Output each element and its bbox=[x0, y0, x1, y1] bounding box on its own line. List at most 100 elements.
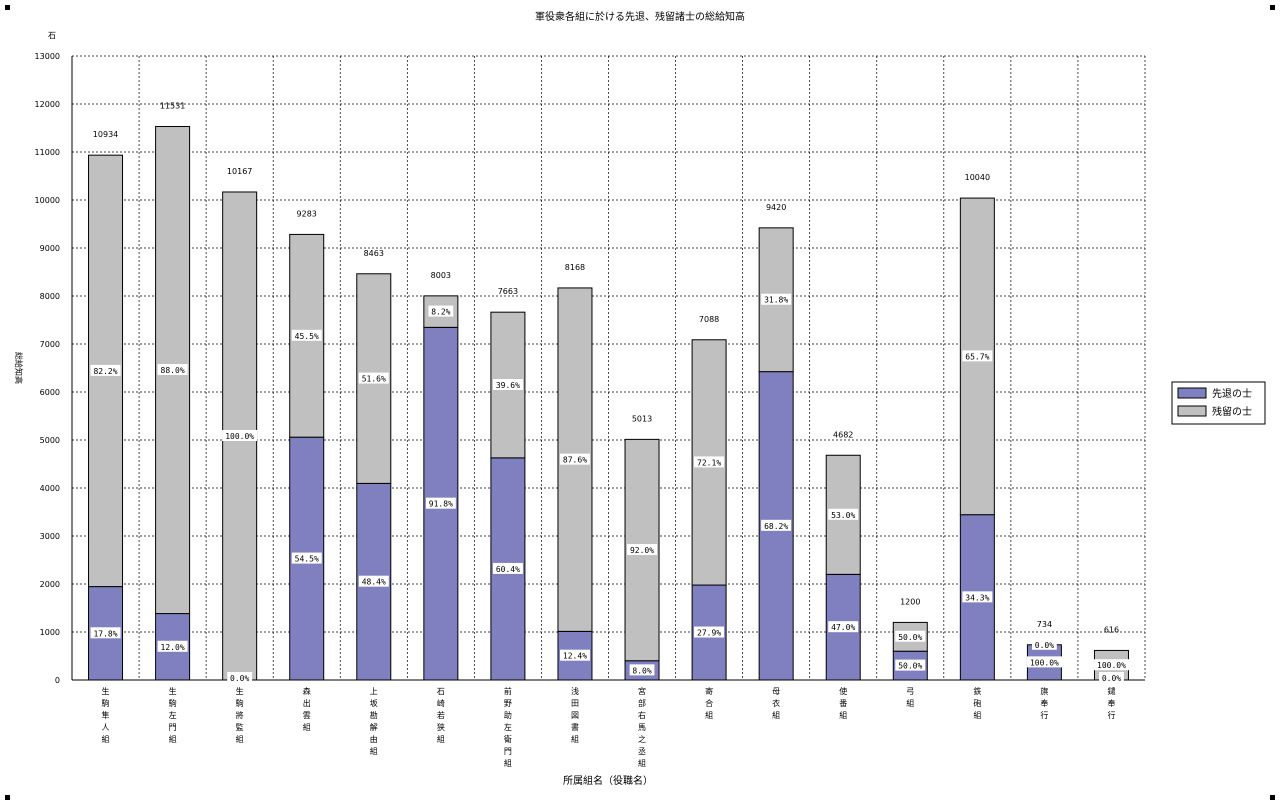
data-label-advance-bg bbox=[962, 591, 993, 603]
data-label-remain-bg bbox=[90, 364, 121, 376]
x-tick-label-char: 組 bbox=[839, 710, 847, 720]
x-tick-label-char: 生 bbox=[169, 686, 177, 696]
data-label-remain: 92.0% bbox=[630, 546, 654, 555]
x-tick-label-char: 番 bbox=[839, 698, 847, 708]
corner-mark-bottom-right bbox=[1270, 795, 1275, 800]
x-tick-label-char: 石 bbox=[437, 687, 445, 696]
data-label-advance-bg bbox=[1026, 656, 1063, 668]
x-tick-label-char: 之 bbox=[638, 734, 646, 744]
data-label-advance: 50.0% bbox=[898, 662, 922, 671]
data-label-remain-bg bbox=[1032, 638, 1057, 650]
x-tick-label-char: 駒 bbox=[102, 698, 110, 708]
x-tick-label-char: 組 bbox=[973, 710, 981, 720]
x-tick-label-char: 部 bbox=[638, 698, 646, 708]
x-tick-label-char: 奉 bbox=[1107, 698, 1115, 708]
data-label-advance: 12.4% bbox=[563, 652, 587, 661]
data-label-remain: 65.7% bbox=[965, 352, 989, 361]
x-tick-label-char: 左 bbox=[169, 710, 177, 720]
data-label-advance-bg bbox=[629, 664, 655, 676]
x-tick-label-char: 勘 bbox=[370, 711, 378, 720]
bar-total-label: 8168 bbox=[565, 263, 585, 272]
y-tick-label: 12000 bbox=[35, 100, 60, 109]
data-label-advance: 68.2% bbox=[764, 522, 788, 531]
data-label-advance: 17.8% bbox=[93, 629, 117, 638]
x-tick-label-char: 使 bbox=[839, 686, 847, 696]
bar-group: 17.8% 82.2% 10934 12.0% 88.0% 11531 0.0% 100.0%… bbox=[88, 102, 1130, 683]
bar-total-label: 9283 bbox=[297, 209, 317, 218]
x-tick-label-char: 組 bbox=[102, 734, 110, 744]
x-tick-label-char: 人 bbox=[102, 723, 110, 732]
y-tick-label: 11000 bbox=[35, 148, 60, 157]
bar-total-label: 4682 bbox=[833, 430, 853, 439]
x-tick-label-char: 隼 bbox=[102, 710, 110, 720]
data-label-remain: 82.2% bbox=[93, 367, 117, 376]
x-tick-label-char: 右 bbox=[638, 710, 646, 720]
chart-title: 軍役衆各組に於ける先退、残留諸士の総給知高 bbox=[535, 10, 745, 23]
legend-swatch-advance bbox=[1177, 387, 1207, 399]
x-tick-label-char: 野 bbox=[504, 699, 512, 708]
x-tick-label-char: 寄 bbox=[705, 686, 713, 696]
bar-total-label: 7663 bbox=[498, 287, 518, 296]
x-tick-label-char: 行 bbox=[1040, 710, 1048, 720]
data-label-advance: 100.0% bbox=[1030, 658, 1059, 667]
x-tick-label-char: 浅 bbox=[571, 686, 579, 696]
x-tick-label-char: 助 bbox=[504, 710, 512, 720]
data-label-remain-bg bbox=[1093, 659, 1130, 671]
x-tick-label-char: 弓 bbox=[906, 687, 914, 696]
bar-total-label: 5013 bbox=[632, 414, 652, 423]
y-tick-label: 13000 bbox=[35, 52, 60, 61]
data-label-remain: 8.2% bbox=[431, 308, 450, 317]
x-axis-ticks: 生駒隼人組生駒左門組生駒將監組森出雲組上坂勘解由組石崎若狭組前野助左衛門組浅田図… bbox=[102, 686, 1116, 768]
x-tick-label-char: 衛 bbox=[504, 734, 512, 744]
x-tick-label-char: 組 bbox=[169, 734, 177, 744]
x-tick-label-char: 宮 bbox=[638, 686, 646, 696]
data-label-advance: 27.9% bbox=[697, 629, 721, 638]
x-tick-label-char: 衣 bbox=[772, 698, 780, 708]
data-label-remain: 100.0% bbox=[1097, 661, 1126, 670]
data-label-remain-bg bbox=[962, 350, 993, 362]
bar-total-label: 11531 bbox=[160, 102, 185, 111]
data-label-advance-bg bbox=[895, 659, 926, 671]
y-tick-label: 0 bbox=[55, 676, 60, 685]
x-tick-label-char: 書 bbox=[571, 722, 579, 732]
data-label-advance: 48.4% bbox=[362, 578, 386, 587]
x-tick-label-char: 駒 bbox=[236, 698, 244, 708]
bar-total-label: 7088 bbox=[699, 315, 719, 324]
data-label-remain-bg bbox=[428, 305, 454, 317]
x-tick-label-char: 生 bbox=[102, 686, 110, 696]
y-tick-label: 8000 bbox=[40, 292, 60, 301]
y-tick-label: 4000 bbox=[40, 484, 60, 493]
x-tick-label-char: 若 bbox=[437, 710, 445, 720]
x-tick-label-char: 生 bbox=[236, 686, 244, 696]
bar-total-label: 616 bbox=[1104, 625, 1119, 634]
x-tick-label-char: 由 bbox=[370, 734, 378, 744]
data-label-advance-bg bbox=[761, 519, 792, 531]
x-tick-label-char: 行 bbox=[1107, 710, 1115, 720]
data-label-remain: 51.6% bbox=[362, 375, 386, 384]
legend: 先退の士 残留の士 bbox=[1171, 381, 1266, 425]
x-tick-label-char: 左 bbox=[504, 722, 512, 732]
legend-label-remain: 残留の士 bbox=[1212, 405, 1252, 418]
data-label-advance: 91.8% bbox=[429, 500, 453, 509]
bar-total-label: 10167 bbox=[227, 167, 252, 176]
y-axis-label: 総給知高 bbox=[14, 352, 24, 384]
bar-total-label: 8463 bbox=[364, 249, 384, 258]
bar-total-label: 8003 bbox=[431, 271, 451, 280]
data-label-remain-bg bbox=[291, 329, 322, 341]
data-label-remain: 87.6% bbox=[563, 456, 587, 465]
x-tick-label-char: 図 bbox=[571, 711, 579, 720]
y-tick-label: 1000 bbox=[40, 628, 60, 637]
legend-label-advance: 先退の士 bbox=[1212, 387, 1252, 400]
x-tick-label-char: 前 bbox=[504, 686, 512, 696]
x-tick-label-char: 組 bbox=[638, 758, 646, 768]
y-axis-unit: 石 bbox=[48, 31, 56, 40]
data-label-remain: 50.0% bbox=[898, 633, 922, 642]
x-tick-label-char: 解 bbox=[370, 722, 378, 732]
bar-total-label: 1200 bbox=[900, 597, 920, 606]
data-label-advance-bg bbox=[828, 621, 859, 633]
x-tick-label-char: 雲 bbox=[303, 711, 311, 720]
x-tick-label-char: 組 bbox=[571, 734, 579, 744]
x-tick-label-char: 門 bbox=[169, 723, 177, 732]
data-label-remain: 88.0% bbox=[161, 366, 185, 375]
